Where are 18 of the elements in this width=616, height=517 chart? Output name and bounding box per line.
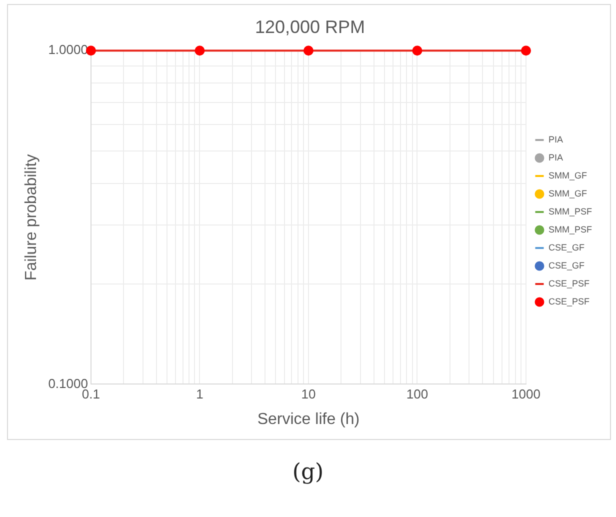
text: (g) [291,460,325,485]
legend-label: CSE_GF [548,260,586,270]
chart-title: 120,000 RPM [254,16,366,37]
legend-label: SMM_PSF [548,224,592,234]
x-tick-label: 10 [301,386,316,402]
legend-label: PIA [548,134,564,144]
legend-label: CSE_GF [548,242,586,252]
legend-label: SMM_PSF [548,206,592,216]
x-tick-label: 1 [196,386,204,402]
x-tick-label: 100 [406,386,428,402]
legend-label: SMM_GF [548,188,588,198]
x-axis-title: Service life (h) [257,410,360,428]
legend-label: CSE_PSF [548,278,590,288]
legend-label: PIA [548,152,564,162]
legend-label: SMM_GF [548,170,588,180]
x-tick-label: 1000 [512,386,540,402]
legend-label: CSE_PSF [548,296,590,306]
y-axis-title: Failure probability [23,154,40,281]
